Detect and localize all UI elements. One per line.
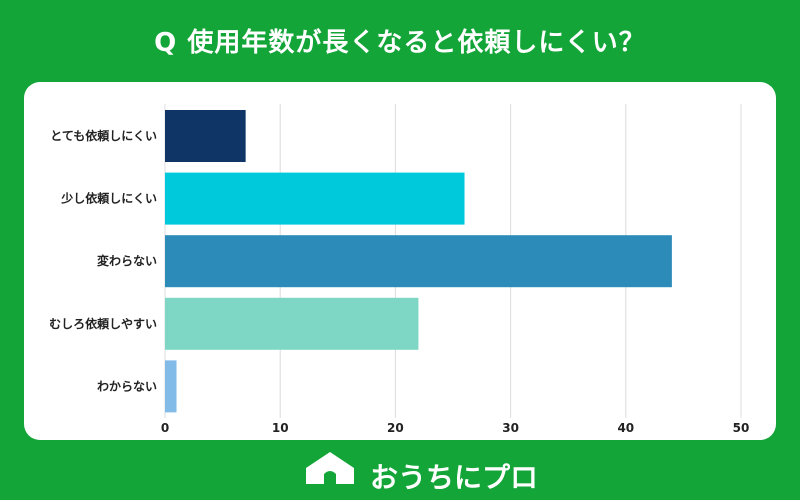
category-label: とても依頼しにくい: [50, 128, 157, 143]
bar: [165, 360, 177, 413]
x-tick-label: 30: [502, 421, 519, 435]
x-tick-label: 0: [161, 421, 169, 435]
x-tick-label: 40: [617, 421, 634, 435]
bar: [165, 110, 246, 162]
house-logo-icon: [306, 452, 354, 484]
brand-name: おうちにプロ: [370, 461, 539, 494]
bars: [165, 110, 672, 413]
category-label: 少し依頼しにくい: [60, 191, 157, 206]
bar: [165, 172, 465, 225]
bar: [165, 297, 419, 350]
brand-footer: おうちにプロ: [300, 450, 560, 494]
category-label: 変わらない: [97, 253, 157, 268]
x-tick-labels: 0 10 20 30 40 50: [161, 421, 750, 435]
x-tick-label: 20: [387, 421, 404, 435]
category-label: わからない: [97, 379, 157, 393]
x-tick-label: 10: [272, 421, 289, 435]
x-tick-label: 50: [733, 421, 750, 435]
category-label: むしろ依頼しやすい: [49, 316, 157, 331]
chart-title: Q 使用年数が長くなると依頼しにくい？: [154, 28, 646, 58]
bar: [165, 235, 672, 288]
